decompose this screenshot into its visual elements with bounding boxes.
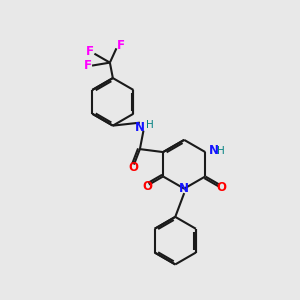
Text: F: F [117, 40, 124, 52]
Text: F: F [84, 59, 92, 72]
Text: N: N [135, 121, 145, 134]
Text: F: F [86, 45, 94, 58]
Text: N: N [179, 182, 189, 195]
Text: N: N [208, 144, 219, 157]
Text: O: O [142, 180, 152, 193]
Text: H: H [146, 120, 154, 130]
Text: O: O [216, 181, 226, 194]
Text: H: H [217, 146, 225, 156]
Text: O: O [128, 161, 138, 174]
